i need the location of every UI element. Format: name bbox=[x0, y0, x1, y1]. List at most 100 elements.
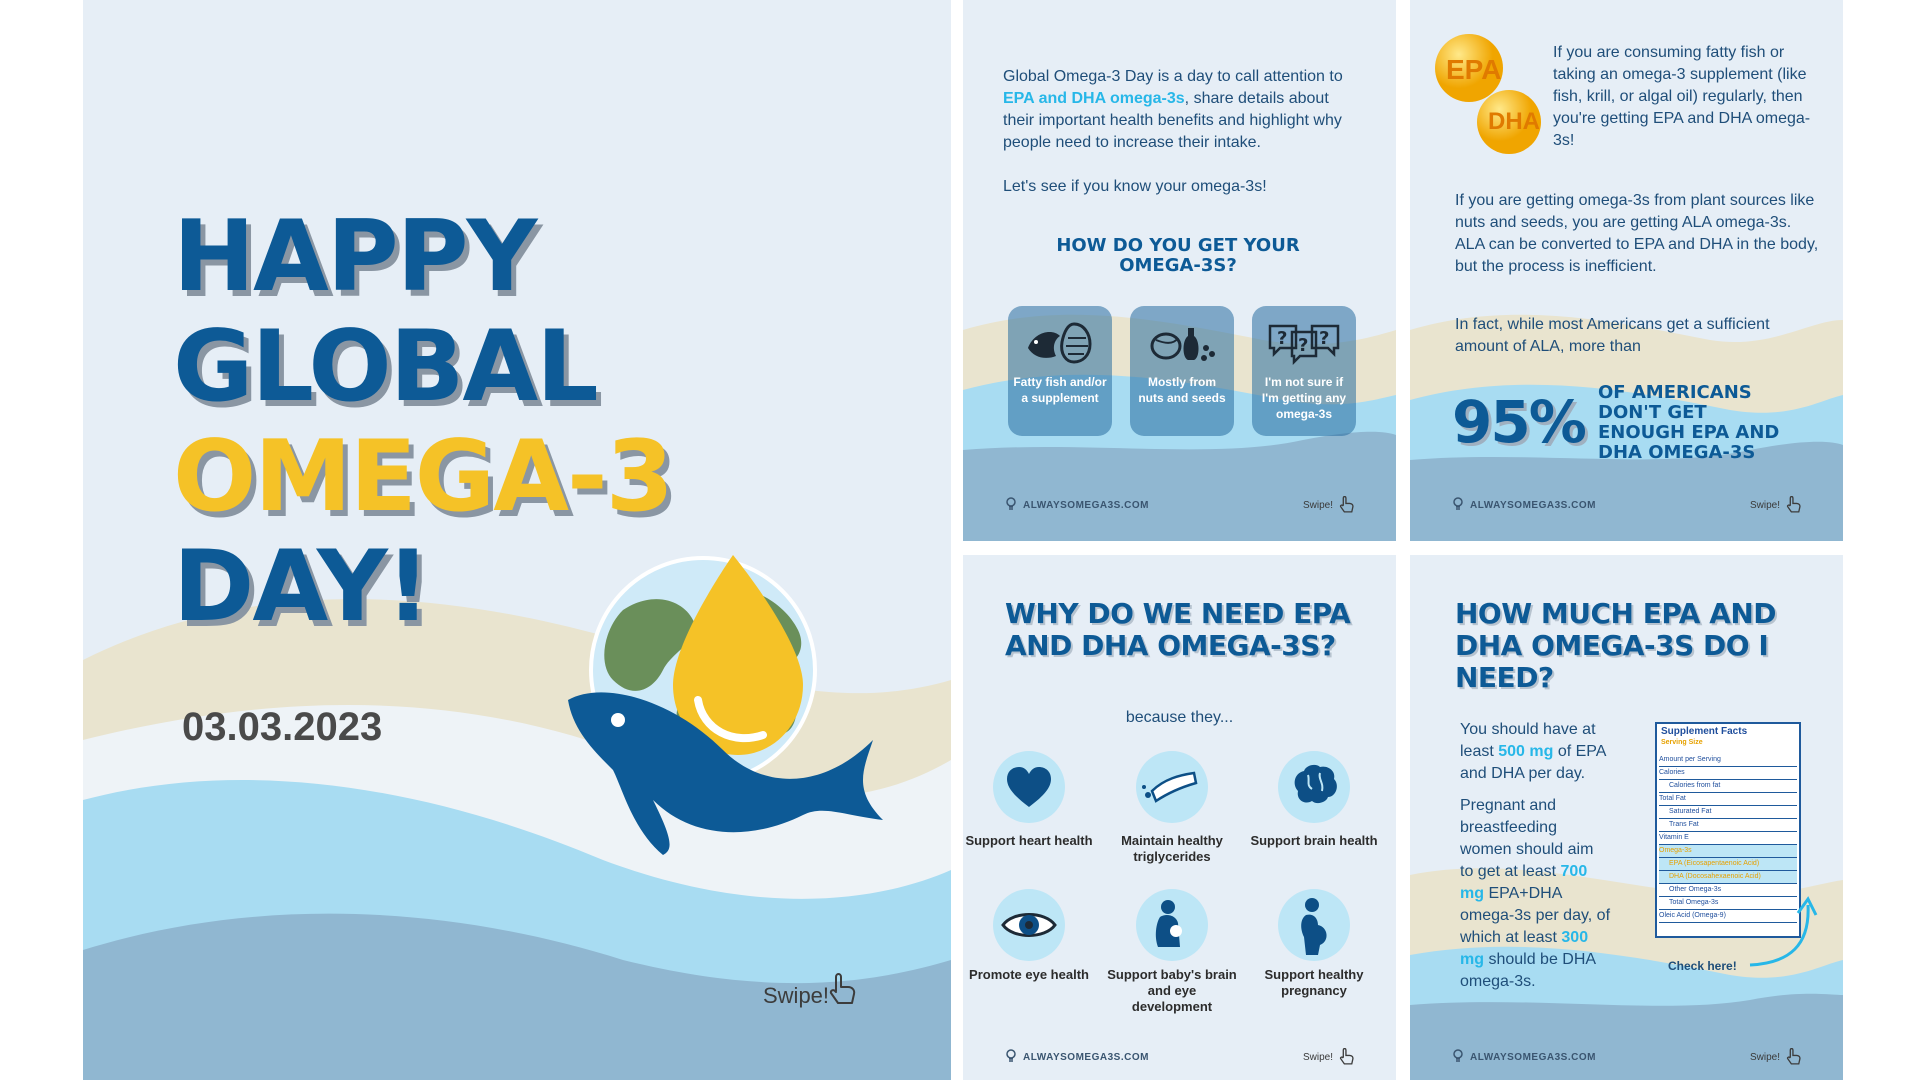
swipe-prompt[interactable]: Swipe! bbox=[1750, 1052, 1781, 1063]
title-line-day: DAY! bbox=[173, 530, 430, 644]
daily-text-start: You should have at least bbox=[1460, 721, 1596, 760]
event-date: 03.03.2023 bbox=[182, 705, 383, 749]
how-get-heading: HOW DO YOU GET YOUR OMEGA-3S? bbox=[1056, 235, 1300, 276]
swipe-prompt[interactable]: Swipe! bbox=[1750, 500, 1781, 511]
epa-badge: EPA bbox=[1446, 54, 1502, 85]
nuts-icon bbox=[1150, 328, 1215, 361]
svg-text:?: ? bbox=[1277, 328, 1287, 349]
benefit-label: Promote eye health bbox=[969, 967, 1089, 982]
slide-how-get: Global Omega-3 Day is a day to call atte… bbox=[963, 0, 1396, 541]
pregnant-icon bbox=[1301, 898, 1327, 955]
bulb-icon bbox=[1453, 1049, 1463, 1062]
facts-row-dha: DHA (Docosahexaenoic Acid) bbox=[1659, 871, 1797, 884]
baby-icon-circle bbox=[1136, 889, 1208, 961]
epa-paragraph: If you are consuming fatty fish or takin… bbox=[1553, 44, 1811, 149]
option-card-label: Fatty fish and/or a supplement bbox=[1013, 375, 1107, 405]
svg-text:?: ? bbox=[1298, 335, 1308, 356]
facts-row: Total Omega-3s bbox=[1659, 897, 1797, 910]
facts-row: Oleic Acid (Omega-9) bbox=[1659, 910, 1797, 923]
pointing-hand-icon bbox=[1786, 1048, 1801, 1065]
benefit-label: Support baby's brain and eye development bbox=[1107, 967, 1237, 1014]
option-card-unsure[interactable]: ? ? ? I'm not sure if I'm getting any om… bbox=[1252, 306, 1356, 436]
facts-serving: Serving Size bbox=[1661, 739, 1703, 746]
daily-amount: 500 mg bbox=[1498, 743, 1554, 760]
pointing-hand-icon bbox=[1786, 496, 1801, 513]
brain-icon-circle bbox=[1278, 751, 1350, 823]
pregnancy-text-mid: EPA+DHA omega-3s per day, of which at le… bbox=[1460, 885, 1611, 946]
facts-row: Other Omega-3s bbox=[1659, 884, 1797, 897]
pointing-hand-icon bbox=[1339, 1048, 1354, 1065]
fact-paragraph: In fact, while most Americans get a suff… bbox=[1455, 316, 1770, 355]
intro-highlight: EPA and DHA omega-3s bbox=[1003, 90, 1185, 107]
slide-how-much: HOW MUCH EPA AND DHA OMEGA-3S DO I NEED?… bbox=[1410, 555, 1843, 1080]
facts-row: Calories from fat bbox=[1659, 780, 1797, 793]
bulb-icon bbox=[1006, 1049, 1016, 1062]
facts-row: Trans Fat bbox=[1659, 819, 1797, 832]
intro-text-start: Global Omega-3 Day is a day to call atte… bbox=[1003, 68, 1343, 85]
facts-row: Calories bbox=[1659, 767, 1797, 780]
pregnancy-text-end: should be DHA omega-3s. bbox=[1460, 951, 1596, 990]
pregnancy-text-start: Pregnant and breastfeeding women should … bbox=[1460, 797, 1594, 880]
benefit-label: Support healthy pregnancy bbox=[1264, 967, 1364, 998]
stat-percentage: 95% bbox=[1452, 388, 1587, 456]
fish-icon bbox=[1028, 322, 1092, 364]
dha-badge: DHA bbox=[1488, 108, 1540, 135]
swipe-prompt[interactable]: Swipe! bbox=[1303, 500, 1334, 511]
facts-row-epa: EPA (Eicosapentaenoic Acid) bbox=[1659, 858, 1797, 871]
pointing-hand-icon bbox=[1339, 496, 1354, 513]
bulb-icon bbox=[1006, 497, 1016, 510]
main-slide: HAPPY GLOBAL OMEGA-3 DAY! 03.03.2023 Swi… bbox=[83, 0, 951, 1080]
facts-row-omega: Omega-3s bbox=[1659, 845, 1797, 858]
eye-icon bbox=[1001, 913, 1057, 937]
baby-icon bbox=[1155, 900, 1182, 947]
swipe-prompt[interactable]: Swipe! bbox=[763, 983, 830, 1008]
swipe-prompt[interactable]: Swipe! bbox=[1303, 1052, 1334, 1063]
heart-icon-circle bbox=[993, 751, 1065, 823]
question-icon: ? ? ? bbox=[1268, 324, 1340, 366]
footer-website[interactable]: ALWAYSOMEGA3S.COM bbox=[1470, 1052, 1596, 1063]
daily-text-end: of EPA and DHA per day. bbox=[1460, 743, 1606, 782]
benefit-label: Support brain health bbox=[1250, 833, 1378, 848]
globe-oil-fish-icon bbox=[568, 555, 883, 855]
why-heading: WHY DO WE NEED EPA AND DHA OMEGA-3S? bbox=[1005, 597, 1351, 662]
facts-row: Saturated Fat bbox=[1659, 806, 1797, 819]
pregnant-icon-circle bbox=[1278, 889, 1350, 961]
ala-paragraph: If you are getting omega-3s from plant s… bbox=[1455, 192, 1819, 275]
pregnancy-amount: 700 mg bbox=[1460, 863, 1588, 902]
title-line-happy: HAPPY bbox=[173, 200, 537, 314]
heart-icon bbox=[1007, 767, 1051, 807]
epa-dha-capsules-icon bbox=[1435, 34, 1541, 154]
option-card-label: I'm not sure if I'm getting any omega-3s bbox=[1261, 375, 1347, 421]
footer-website[interactable]: ALWAYSOMEGA3S.COM bbox=[1023, 1052, 1149, 1063]
artery-icon-circle bbox=[1136, 751, 1208, 823]
why-subheading: because they... bbox=[1125, 709, 1234, 726]
slide-ala-vs-epa: EPA DHA If you are consuming fatty fish … bbox=[1410, 0, 1843, 541]
facts-title: Supplement Facts bbox=[1661, 726, 1748, 737]
bulb-icon bbox=[1453, 497, 1463, 510]
footer-website[interactable]: ALWAYSOMEGA3S.COM bbox=[1470, 500, 1596, 511]
arrow-icon bbox=[1749, 896, 1818, 967]
dha-amount: 300 mg bbox=[1460, 929, 1589, 968]
supplement-facts-label: Supplement Facts Serving Size Amount per… bbox=[1655, 722, 1801, 938]
stat-description: OF AMERICANS DON'T GET ENOUGH EPA AND DH… bbox=[1598, 382, 1780, 463]
footer-website[interactable]: ALWAYSOMEGA3S.COM bbox=[1023, 500, 1149, 511]
how-much-heading: HOW MUCH EPA AND DHA OMEGA-3S DO I NEED? bbox=[1455, 597, 1777, 694]
facts-row: Total Fat bbox=[1659, 793, 1797, 806]
intro-text-end: , share details about their important he… bbox=[1003, 90, 1342, 151]
benefit-label: Maintain healthy triglycerides bbox=[1121, 833, 1223, 864]
svg-text:?: ? bbox=[1319, 328, 1329, 349]
facts-row: Amount per Serving bbox=[1659, 754, 1797, 767]
pointing-hand-icon bbox=[829, 973, 856, 1004]
intro-question: Let's see if you know your omega-3s! bbox=[1003, 178, 1267, 195]
option-card-fish[interactable]: Fatty fish and/or a supplement bbox=[1008, 306, 1112, 436]
option-card-label: Mostly from nuts and seeds bbox=[1138, 375, 1226, 405]
title-line-omega: OMEGA-3 bbox=[173, 420, 674, 534]
background-waves bbox=[1410, 314, 1843, 541]
benefit-label: Support heart health bbox=[965, 833, 1093, 848]
artery-icon bbox=[1142, 771, 1198, 803]
facts-row: Vitamin E bbox=[1659, 832, 1797, 845]
check-here-label: Check here! bbox=[1668, 959, 1737, 973]
option-card-nuts[interactable]: Mostly from nuts and seeds bbox=[1130, 306, 1234, 436]
slide-why-need: WHY DO WE NEED EPA AND DHA OMEGA-3S? bec… bbox=[963, 555, 1396, 1080]
title-line-global: GLOBAL bbox=[173, 310, 599, 424]
